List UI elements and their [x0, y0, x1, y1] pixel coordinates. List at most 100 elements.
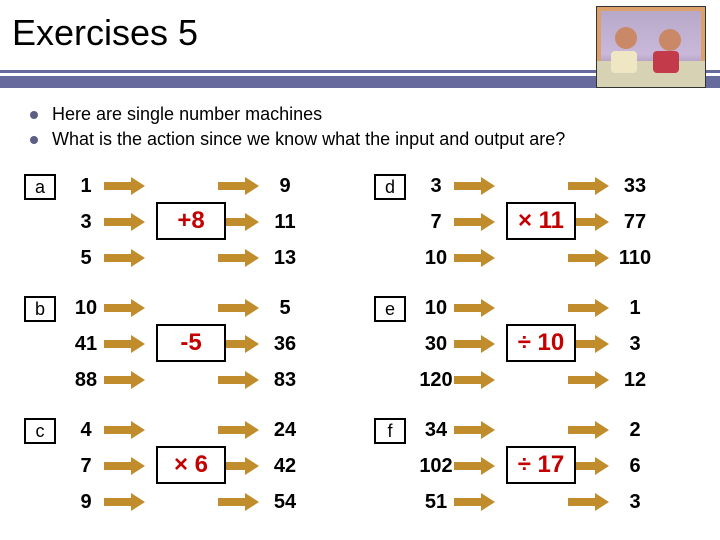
- input-value: 7: [68, 455, 104, 478]
- op-slot: [498, 414, 568, 446]
- input-value: 51: [418, 491, 454, 514]
- machine-row: 10 5: [68, 292, 358, 324]
- machine-row: 8883: [68, 364, 358, 396]
- output-value: 12: [612, 369, 658, 392]
- arrow-icon: [454, 371, 498, 389]
- operation-box: -5: [156, 324, 226, 362]
- output-value: 42: [262, 455, 308, 478]
- bullet-dot-icon: [30, 111, 38, 119]
- output-value: 2: [612, 419, 658, 442]
- input-value: 3: [418, 175, 454, 198]
- machine-label: d: [374, 174, 406, 200]
- arrow-icon: [568, 371, 612, 389]
- machine-row: 19: [68, 170, 358, 202]
- arrow-icon: [568, 249, 612, 267]
- input-value: 88: [68, 369, 104, 392]
- machine-row: 10 110: [418, 242, 708, 274]
- op-slot: [498, 486, 568, 518]
- machine-group: b 10 5 41 36 8883-5: [24, 292, 364, 402]
- arrow-icon: [218, 493, 262, 511]
- bullet-item: Here are single number machines: [30, 104, 565, 125]
- input-value: 34: [418, 419, 454, 442]
- arrow-icon: [218, 421, 262, 439]
- machine-group: a19311513+8: [24, 170, 364, 280]
- input-value: 1: [68, 175, 104, 198]
- input-value: 5: [68, 247, 104, 270]
- arrow-icon: [568, 421, 612, 439]
- input-value: 10: [418, 247, 454, 270]
- arrow-icon: [568, 493, 612, 511]
- op-slot: [498, 364, 568, 396]
- arrow-icon: [454, 299, 498, 317]
- input-value: 10: [418, 297, 454, 320]
- machine-row: 34 2: [418, 414, 708, 446]
- arrow-icon: [104, 493, 148, 511]
- input-value: 7: [418, 211, 454, 234]
- input-value: 30: [418, 333, 454, 356]
- machine-row: 513: [68, 242, 358, 274]
- op-slot: [148, 486, 218, 518]
- output-value: 110: [612, 247, 658, 270]
- bullet-list: Here are single number machines What is …: [30, 104, 565, 154]
- arrow-icon: [454, 249, 498, 267]
- machine-label: b: [24, 296, 56, 322]
- arrow-icon: [104, 457, 148, 475]
- machine-label: a: [24, 174, 56, 200]
- machine-label: e: [374, 296, 406, 322]
- op-slot: [148, 364, 218, 396]
- arrow-icon: [454, 335, 498, 353]
- arrow-icon: [454, 177, 498, 195]
- output-value: 36: [262, 333, 308, 356]
- machine-group: d33377710110× 11: [374, 170, 714, 280]
- bullet-text: Here are single number machines: [52, 104, 322, 125]
- bullet-item: What is the action since we know what th…: [30, 129, 565, 150]
- arrow-icon: [104, 421, 148, 439]
- machine-row: 954: [68, 486, 358, 518]
- arrow-icon: [104, 371, 148, 389]
- output-value: 6: [612, 455, 658, 478]
- machine-row: 513: [418, 486, 708, 518]
- operation-box: × 6: [156, 446, 226, 484]
- input-value: 102: [418, 455, 454, 478]
- op-slot: [148, 170, 218, 202]
- output-value: 11: [262, 211, 308, 234]
- corner-illustration: [596, 6, 706, 88]
- machine-row: 333: [418, 170, 708, 202]
- op-slot: [148, 292, 218, 324]
- machine-label: c: [24, 418, 56, 444]
- op-slot: [498, 170, 568, 202]
- operation-box: ÷ 10: [506, 324, 576, 362]
- arrow-icon: [568, 177, 612, 195]
- arrow-icon: [104, 213, 148, 231]
- arrow-icon: [454, 457, 498, 475]
- operation-box: +8: [156, 202, 226, 240]
- op-slot: [148, 242, 218, 274]
- bullet-dot-icon: [30, 136, 38, 144]
- op-slot: [498, 242, 568, 274]
- arrow-icon: [218, 249, 262, 267]
- machine-row: 10 1: [418, 292, 708, 324]
- bullet-text: What is the action since we know what th…: [52, 129, 565, 150]
- input-value: 10: [68, 297, 104, 320]
- machine-group: c 424 7 42 954× 6: [24, 414, 364, 524]
- output-value: 3: [612, 333, 658, 356]
- machine-label: f: [374, 418, 406, 444]
- input-value: 41: [68, 333, 104, 356]
- output-value: 5: [262, 297, 308, 320]
- machine-row: 424: [68, 414, 358, 446]
- arrow-icon: [104, 249, 148, 267]
- arrow-icon: [104, 177, 148, 195]
- output-value: 77: [612, 211, 658, 234]
- output-value: 54: [262, 491, 308, 514]
- arrow-icon: [454, 493, 498, 511]
- arrow-icon: [454, 213, 498, 231]
- output-value: 1: [612, 297, 658, 320]
- machine-row: 12012: [418, 364, 708, 396]
- op-slot: [148, 414, 218, 446]
- arrow-icon: [568, 299, 612, 317]
- arrow-icon: [218, 177, 262, 195]
- machine-group: e 10 1 30 3 12012÷ 10: [374, 292, 714, 402]
- operation-box: ÷ 17: [506, 446, 576, 484]
- arrow-icon: [218, 299, 262, 317]
- arrow-icon: [454, 421, 498, 439]
